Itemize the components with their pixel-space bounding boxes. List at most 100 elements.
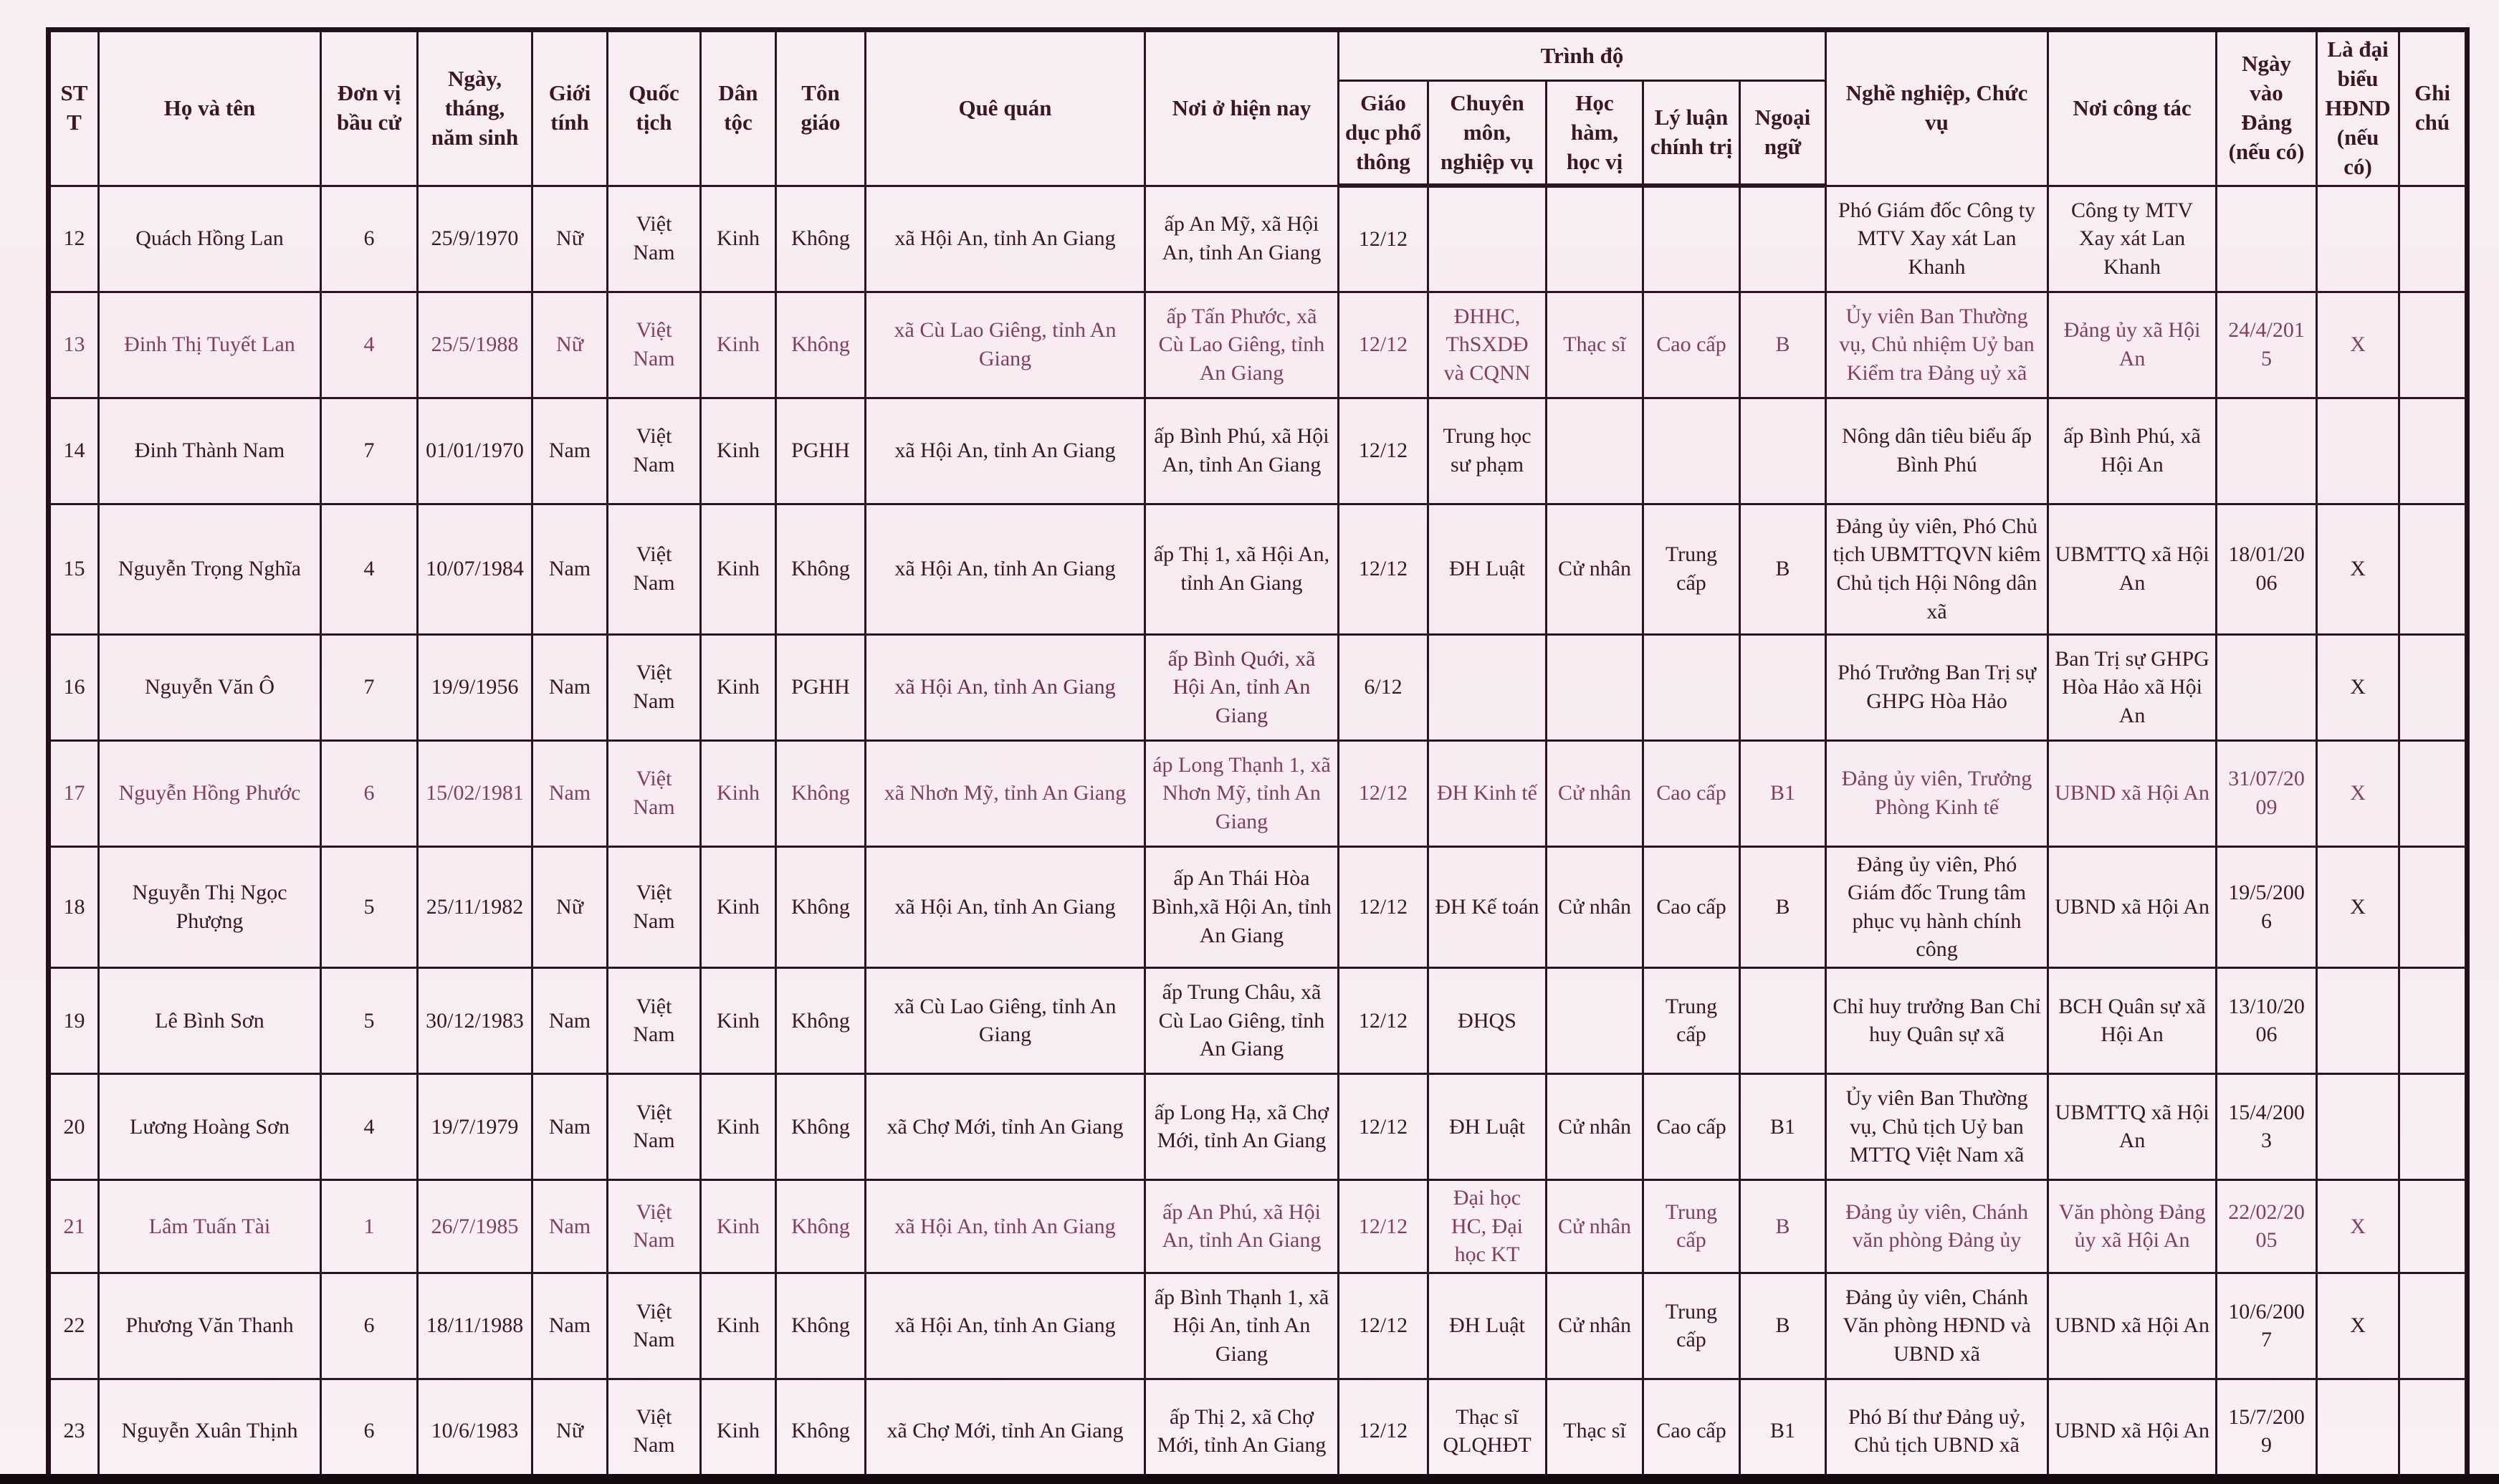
cell-chuyen-mon: Đại học HC, Đại học KT bbox=[1427, 1178, 1547, 1274]
cell-chuyen-mon: ĐH Luật bbox=[1427, 502, 1547, 636]
cell-dan-toc: Kinh bbox=[699, 633, 777, 742]
cell-noi-o: ấp Trung Châu, xã Cù Lao Giêng, tỉnh An … bbox=[1144, 966, 1339, 1075]
cell-ly-luan: Cao cấp bbox=[1642, 845, 1741, 969]
cell-name: Nguyễn Thị Ngọc Phượng bbox=[97, 845, 322, 969]
cell-ngay-sinh: 26/7/1985 bbox=[416, 1178, 533, 1274]
cell-noi-cong-tac: UBND xã Hội An bbox=[2047, 1271, 2218, 1380]
cell-ngoai-ngu: B bbox=[1738, 290, 1827, 399]
header-cell-ngoai-ngu: Ngoại ngữ bbox=[1738, 80, 1827, 188]
cell-ghi-chu bbox=[2398, 739, 2469, 848]
cell-name: Đinh Thành Nam bbox=[97, 396, 322, 505]
cell-gioi-tinh: Nam bbox=[531, 966, 608, 1075]
table-row: 21 Lâm Tuấn Tài 1 26/7/1985 Nam Việt Nam… bbox=[47, 1178, 2469, 1274]
cell-ngoai-ngu: B bbox=[1738, 502, 1827, 636]
cell-ngoai-ngu: B bbox=[1738, 1271, 1827, 1380]
cell-nghe-nghiep: Phó Giám đốc Công ty MTV Xay xát Lan Kha… bbox=[1825, 184, 2050, 293]
header-cell-chuyen-mon: Chuyên môn, nghiệp vụ bbox=[1427, 80, 1547, 188]
cell-ton-giao: PGHH bbox=[775, 396, 866, 505]
cell-ngay-sinh: 10/6/1983 bbox=[416, 1377, 533, 1484]
cell-quoc-tich: Việt Nam bbox=[606, 845, 702, 969]
cell-stt: 13 bbox=[47, 290, 100, 399]
cell-dai-bieu bbox=[2316, 184, 2401, 293]
cell-ngoai-ngu: B1 bbox=[1738, 1072, 1827, 1181]
cell-hoc-ham bbox=[1545, 396, 1644, 505]
cell-hoc-ham: Cử nhân bbox=[1545, 1178, 1644, 1274]
cell-que-quan: xã Hội An, tỉnh An Giang bbox=[864, 633, 1146, 742]
cell-noi-o: ấp Thị 1, xã Hội An, tỉnh An Giang bbox=[1144, 502, 1339, 636]
cell-hoc-ham: Cử nhân bbox=[1545, 1271, 1644, 1380]
cell-ngoai-ngu: B bbox=[1738, 845, 1827, 969]
header-cell-trinh-do-group: Trình độ bbox=[1337, 28, 1827, 82]
cell-gdpt: 12/12 bbox=[1337, 1271, 1429, 1380]
cell-gdpt: 12/12 bbox=[1337, 1178, 1429, 1274]
cell-ton-giao: Không bbox=[775, 1072, 866, 1181]
cell-don-vi: 4 bbox=[320, 1072, 419, 1181]
cell-dan-toc: Kinh bbox=[699, 845, 777, 969]
cell-stt: 12 bbox=[47, 184, 100, 293]
cell-ngoai-ngu: B bbox=[1738, 1178, 1827, 1274]
cell-dan-toc: Kinh bbox=[699, 739, 777, 848]
cell-ghi-chu bbox=[2398, 633, 2469, 742]
cell-ghi-chu bbox=[2398, 502, 2469, 636]
cell-hoc-ham bbox=[1545, 184, 1644, 293]
cell-dai-bieu bbox=[2316, 396, 2401, 505]
cell-chuyen-mon: ĐH Luật bbox=[1427, 1271, 1547, 1380]
cell-ngoai-ngu bbox=[1738, 633, 1827, 742]
cell-ngay-sinh: 30/12/1983 bbox=[416, 966, 533, 1075]
cell-que-quan: xã Hội An, tỉnh An Giang bbox=[864, 502, 1146, 636]
cell-nghe-nghiep: Chỉ huy trưởng Ban Chỉ huy Quân sự xã bbox=[1825, 966, 2050, 1075]
cell-ngay-sinh: 15/02/1981 bbox=[416, 739, 533, 848]
cell-ton-giao: PGHH bbox=[775, 633, 866, 742]
cell-dan-toc: Kinh bbox=[699, 966, 777, 1075]
cell-ngay-vao-dang bbox=[2215, 184, 2318, 293]
cell-hoc-ham: Cử nhân bbox=[1545, 845, 1644, 969]
cell-don-vi: 4 bbox=[320, 502, 419, 636]
cell-noi-o: áp Long Thạnh 1, xã Nhơn Mỹ, tỉnh An Gia… bbox=[1144, 739, 1339, 848]
cell-ly-luan bbox=[1642, 396, 1741, 505]
table-row: 18 Nguyễn Thị Ngọc Phượng 5 25/11/1982 N… bbox=[47, 845, 2469, 969]
cell-gdpt: 6/12 bbox=[1337, 633, 1429, 742]
cell-gdpt: 12/12 bbox=[1337, 845, 1429, 969]
header-cell-ghi-chu: Ghi chú bbox=[2398, 29, 2469, 187]
cell-ly-luan: Cao cấp bbox=[1642, 290, 1741, 399]
cell-ton-giao: Không bbox=[775, 739, 866, 848]
cell-que-quan: xã Nhơn Mỹ, tỉnh An Giang bbox=[864, 739, 1146, 848]
cell-quoc-tich: Việt Nam bbox=[606, 184, 702, 293]
scan-edge-artifact bbox=[0, 1474, 2499, 1484]
cell-quoc-tich: Việt Nam bbox=[606, 1178, 702, 1274]
cell-ghi-chu bbox=[2398, 1271, 2469, 1380]
cell-ngay-vao-dang: 19/5/2006 bbox=[2215, 845, 2318, 969]
cell-que-quan: xã Chợ Mới, tỉnh An Giang bbox=[864, 1377, 1146, 1484]
cell-don-vi: 4 bbox=[320, 290, 419, 399]
cell-dan-toc: Kinh bbox=[699, 1377, 777, 1484]
header-cell-hoc-ham: Học hàm, học vị bbox=[1545, 80, 1644, 188]
cell-ngay-vao-dang: 31/07/2009 bbox=[2215, 739, 2318, 848]
cell-ngoai-ngu bbox=[1738, 966, 1827, 1075]
cell-dan-toc: Kinh bbox=[699, 1072, 777, 1181]
cell-gioi-tinh: Nữ bbox=[531, 184, 608, 293]
cell-noi-cong-tac: Ban Trị sự GHPG Hòa Hảo xã Hội An bbox=[2047, 633, 2218, 742]
cell-gioi-tinh: Nam bbox=[531, 1271, 608, 1380]
cell-quoc-tich: Việt Nam bbox=[606, 966, 702, 1075]
cell-dai-bieu: X bbox=[2316, 633, 2401, 742]
cell-chuyen-mon: ĐH Kế toán bbox=[1427, 845, 1547, 969]
table-row: 12 Quách Hồng Lan 6 25/9/1970 Nữ Việt Na… bbox=[47, 184, 2469, 293]
cell-don-vi: 6 bbox=[320, 1377, 419, 1484]
cell-noi-cong-tac: BCH Quân sự xã Hội An bbox=[2047, 966, 2218, 1075]
cell-gdpt: 12/12 bbox=[1337, 966, 1429, 1075]
cell-ngay-sinh: 25/11/1982 bbox=[416, 845, 533, 969]
cell-dai-bieu: X bbox=[2316, 739, 2401, 848]
cell-noi-o: ấp An Mỹ, xã Hội An, tỉnh An Giang bbox=[1144, 184, 1339, 293]
cell-ghi-chu bbox=[2398, 184, 2469, 293]
header-cell-name: Họ và tên bbox=[97, 29, 322, 187]
header-cell-que-quan: Quê quán bbox=[864, 29, 1146, 187]
cell-stt: 14 bbox=[47, 396, 100, 505]
cell-name: Phương Văn Thanh bbox=[97, 1271, 322, 1380]
cell-nghe-nghiep: Nông dân tiêu biểu ấp Bình Phú bbox=[1825, 396, 2050, 505]
cell-ghi-chu bbox=[2398, 1072, 2469, 1181]
cell-gdpt: 12/12 bbox=[1337, 739, 1429, 848]
cell-ton-giao: Không bbox=[775, 184, 866, 293]
cell-nghe-nghiep: Phó Bí thư Đảng uỷ, Chủ tịch UBND xã bbox=[1825, 1377, 2050, 1484]
cell-ngay-vao-dang: 24/4/2015 bbox=[2215, 290, 2318, 399]
